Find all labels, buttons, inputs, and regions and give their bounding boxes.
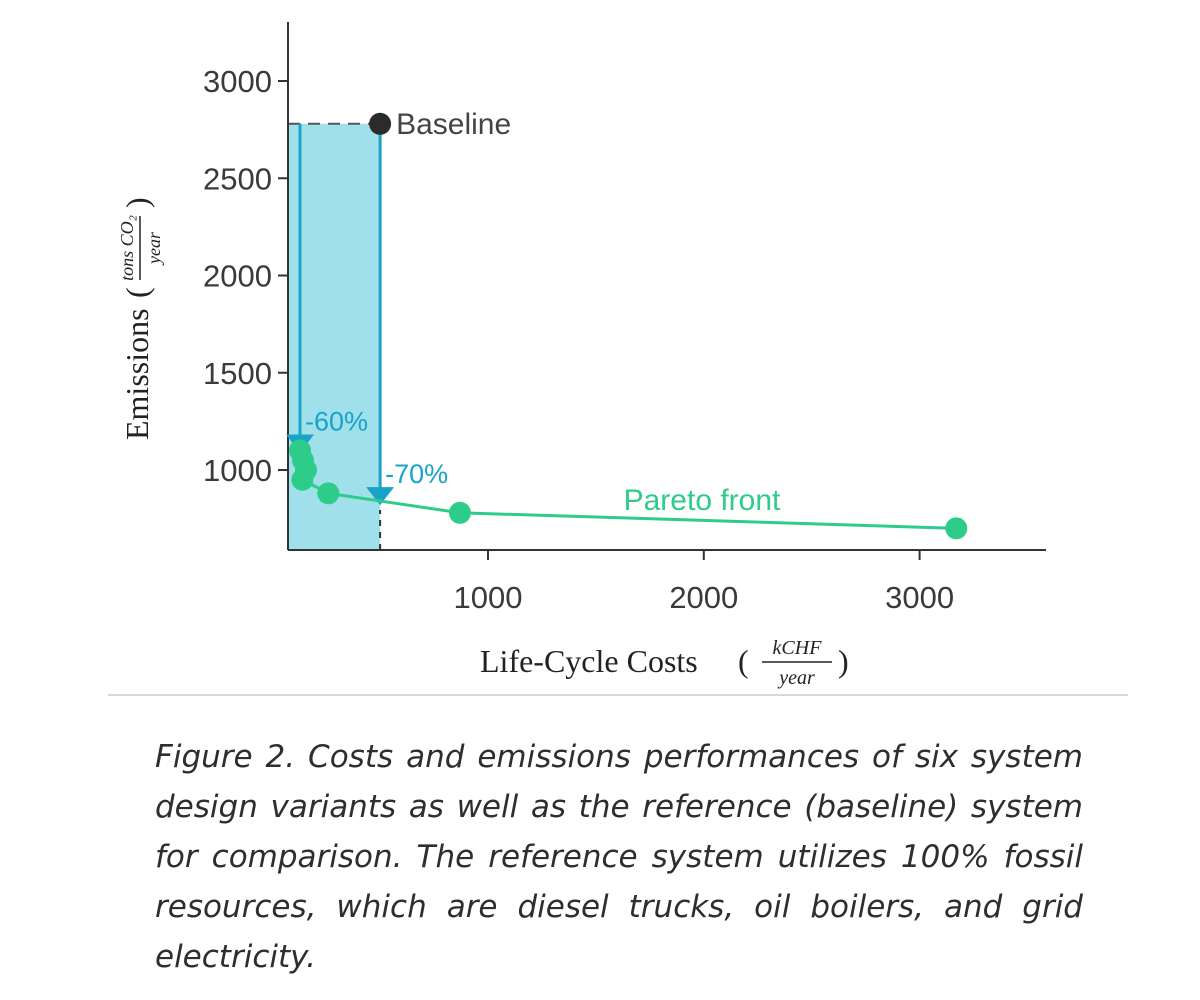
y-tick-label-2000: 2000 (203, 259, 272, 294)
pareto-point-4 (291, 468, 314, 491)
y-tick-label-2500: 2500 (203, 161, 272, 196)
x-unit-numerator: kCHF (773, 637, 823, 659)
x-tick-label-2000: 2000 (669, 580, 738, 615)
annotation-label-2: -70% (385, 459, 448, 489)
x-axis-title: Life-Cycle Costs ( kCHF year ) (480, 637, 849, 689)
chart: 1000 1500 2000 2500 3000 1000 2000 3000 -60% -70%… (117, 22, 1046, 689)
figure-caption: Figure 2. Costs and emissions performanc… (155, 739, 1083, 975)
x-tick-label-3000: 3000 (885, 580, 954, 615)
annotation-label-1: -60% (305, 407, 368, 437)
y-axis-title: Emissions ( tons CO₂ year ) (117, 197, 164, 440)
pareto-point-7 (945, 517, 968, 540)
svg-text:): ) (119, 197, 155, 208)
pareto-front-label: Pareto front (624, 484, 781, 517)
y-unit-denominator: year (144, 231, 164, 266)
x-tick-label-1000: 1000 (454, 580, 523, 615)
pareto-point-6 (448, 501, 471, 524)
y-tick-label-3000: 3000 (203, 64, 272, 99)
pareto-point-5 (317, 482, 340, 505)
svg-text:Life-Cycle Costs: Life-Cycle Costs (480, 643, 698, 679)
arrow-head-2 (366, 487, 395, 506)
y-tick-label-1000: 1000 (203, 453, 272, 488)
y-tick-label-1500: 1500 (203, 356, 272, 391)
baseline-label: Baseline (396, 108, 511, 141)
svg-text:(: ( (738, 643, 749, 679)
svg-text:(: ( (119, 287, 155, 298)
y-unit-numerator: tons CO₂ (117, 215, 137, 281)
svg-text:Emissions: Emissions (119, 308, 155, 440)
svg-text:): ) (838, 643, 849, 679)
baseline-point (369, 112, 392, 135)
x-unit-denominator: year (777, 667, 815, 689)
divider (108, 694, 1128, 696)
